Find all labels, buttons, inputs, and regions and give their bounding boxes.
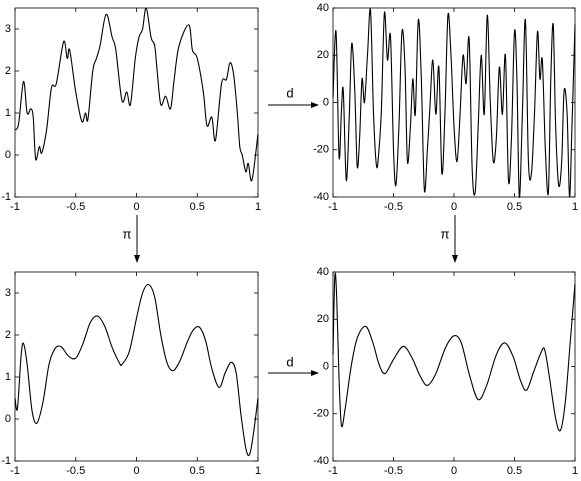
- y-tick-label: 20: [317, 49, 329, 61]
- x-tick-label: -1: [328, 201, 338, 213]
- y-tick-label: -20: [313, 408, 329, 420]
- x-tick-label: -1: [10, 201, 20, 213]
- curve: [14, 283, 259, 457]
- curve: [14, 7, 259, 182]
- x-tick-label: 1: [572, 465, 578, 477]
- plot-frame: [14, 271, 259, 462]
- x-tick-label: 1: [255, 201, 261, 213]
- y-tick-label: -1: [1, 455, 11, 467]
- x-tick-label: -0.5: [66, 201, 85, 213]
- y-tick-label: -40: [313, 455, 329, 467]
- arrow-label: d: [286, 354, 293, 369]
- y-tick-label: 40: [317, 266, 329, 278]
- y-tick-label: 0: [323, 96, 329, 108]
- y-tick-label: 2: [5, 329, 11, 341]
- curve: [332, 272, 576, 432]
- y-tick-label: 1: [5, 371, 11, 383]
- y-tick-label: 2: [5, 65, 11, 77]
- x-tick-label: -1: [328, 465, 338, 477]
- x-tick-label: -0.5: [66, 465, 85, 477]
- arrow-label: π: [123, 226, 132, 241]
- x-tick-label: -0.5: [384, 465, 403, 477]
- y-tick-label: -40: [313, 191, 329, 203]
- x-tick-label: -0.5: [384, 201, 403, 213]
- curve: [332, 8, 576, 198]
- y-tick-label: 0: [5, 149, 11, 161]
- x-tick-label: 0.5: [507, 465, 522, 477]
- y-tick-label: 3: [5, 23, 11, 35]
- y-tick-label: 1: [5, 107, 11, 119]
- x-tick-label: 0.5: [190, 201, 205, 213]
- y-tick-label: -20: [313, 144, 329, 156]
- y-tick-label: 40: [317, 2, 329, 14]
- x-tick-label: 0.5: [190, 465, 205, 477]
- x-tick-label: 0: [451, 465, 457, 477]
- y-tick-label: 0: [5, 413, 11, 425]
- x-tick-label: 0: [451, 201, 457, 213]
- y-tick-label: 3: [5, 287, 11, 299]
- x-tick-label: 0: [133, 201, 139, 213]
- arrow-label: π: [441, 226, 450, 241]
- x-tick-label: 1: [255, 465, 261, 477]
- arrow-label: d: [286, 85, 293, 100]
- x-tick-label: 1: [572, 201, 578, 213]
- x-tick-label: -1: [10, 465, 20, 477]
- plot-frame: [14, 7, 259, 198]
- y-tick-label: 20: [317, 313, 329, 325]
- x-tick-label: 0.5: [507, 201, 522, 213]
- y-tick-label: 0: [323, 360, 329, 372]
- x-tick-label: 0: [133, 465, 139, 477]
- y-tick-label: -1: [1, 191, 11, 203]
- plot-frame: [332, 271, 576, 462]
